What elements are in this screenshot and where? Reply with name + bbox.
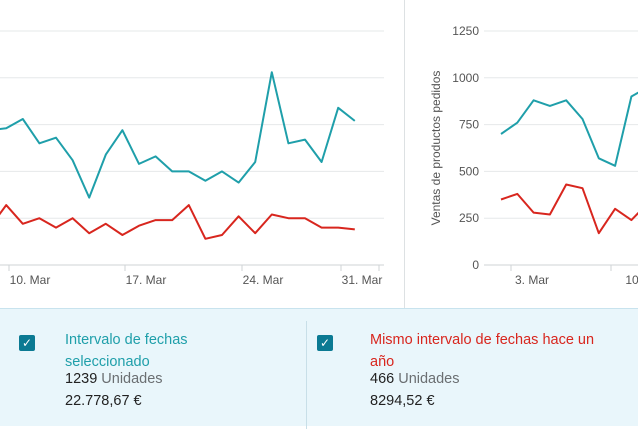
previous-units-label: Unidades	[398, 371, 460, 387]
y-tick-label: 0	[472, 258, 479, 272]
y-tick-label: 500	[459, 164, 479, 178]
series-line-previous	[0, 204, 355, 240]
series-line-previous	[500, 183, 638, 235]
x-tick-label: 10. Mar	[10, 273, 51, 287]
y-tick-label: 1250	[452, 24, 479, 38]
sales-charts: 10. Mar 17. Mar 24. Mar 31. Mar 0 250 500 750 10…	[0, 24, 638, 287]
chart-2: 0 250 500 750 1000 1250 Ventas de productos pe…	[429, 24, 638, 287]
y-tick-label: 750	[459, 118, 479, 132]
series-line-current	[0, 71, 356, 199]
y-tick-label: 250	[459, 211, 479, 225]
current-units: 1239 Unidades	[65, 371, 163, 387]
current-units-label: Unidades	[101, 371, 163, 387]
current-range-title: Intervalo de fechas seleccionado	[65, 332, 188, 370]
current-units-value: 1239	[65, 371, 98, 387]
chart-divider	[404, 0, 405, 308]
series-group	[500, 91, 638, 235]
previous-units: 466 Unidades	[370, 371, 460, 387]
checkmark-icon: ✓	[319, 336, 331, 350]
chart-1: 10. Mar 17. Mar 24. Mar 31. Mar	[0, 30, 384, 287]
checkmark-icon: ✓	[21, 336, 33, 350]
legend-panel: ✓ Intervalo de fechas seleccionado 1239 …	[0, 308, 638, 429]
previous-range-title: Mismo intervalo de fechas hace un año	[370, 332, 595, 370]
previous-sales: 8294,52 €	[370, 393, 435, 409]
series-group	[0, 71, 356, 240]
x-tick-label: 31. Mar	[342, 273, 383, 287]
previous-units-value: 466	[370, 371, 395, 387]
x-tick-label: 24. Mar	[243, 273, 284, 287]
series-line-current	[500, 91, 638, 167]
x-tick-label: 10	[625, 273, 638, 287]
y-tick-label: 1000	[452, 71, 479, 85]
y-axis-title: Ventas de productos pedidos	[429, 71, 443, 226]
x-tick-label: 3. Mar	[515, 273, 549, 287]
current-sales: 22.778,67 €	[65, 393, 142, 409]
current-range-checkbox[interactable]: ✓	[19, 335, 35, 351]
x-tick-label: 17. Mar	[126, 273, 167, 287]
legend-separator	[306, 321, 307, 429]
previous-range-checkbox[interactable]: ✓	[317, 335, 333, 351]
